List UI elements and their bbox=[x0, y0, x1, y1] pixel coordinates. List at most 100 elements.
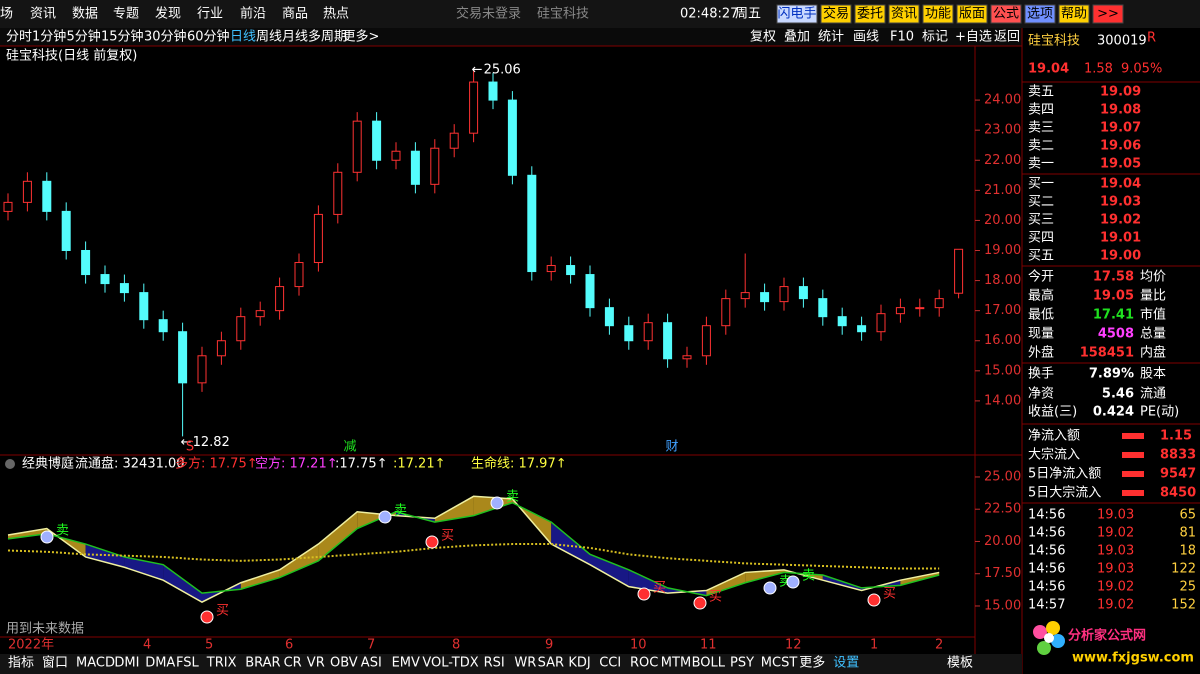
menu-item[interactable]: 场 bbox=[0, 7, 13, 22]
indicator-tab[interactable]: DMA bbox=[145, 656, 175, 671]
indicator-tab[interactable]: 设置 bbox=[833, 656, 859, 671]
indicator-tab[interactable]: EMV bbox=[392, 656, 420, 671]
y-tick-label: 20.00 bbox=[984, 534, 1021, 549]
order-label: 卖四 bbox=[1028, 103, 1054, 118]
toolbar-button-label[interactable]: 功能 bbox=[925, 7, 951, 22]
candle-body bbox=[682, 355, 692, 360]
ribbon-fill bbox=[434, 496, 474, 523]
period-tab[interactable]: 分时 bbox=[6, 30, 32, 45]
chart-tool[interactable]: 画线 bbox=[853, 30, 879, 45]
indicator-tab[interactable]: RSI bbox=[484, 656, 505, 671]
period-tab[interactable]: 更多> bbox=[343, 29, 380, 45]
indicator-tab[interactable]: 窗口 bbox=[42, 655, 68, 671]
chart-tool[interactable]: 统计 bbox=[818, 30, 844, 45]
indicator-tab[interactable]: MTM bbox=[661, 656, 691, 671]
menu-item[interactable]: 资讯 bbox=[30, 7, 56, 22]
indicator-tab[interactable]: ASI bbox=[361, 656, 382, 671]
petal-center bbox=[1044, 633, 1054, 643]
chart-tool[interactable]: 返回 bbox=[994, 30, 1020, 45]
y-tick-label: 23.00 bbox=[984, 123, 1021, 138]
menu-item[interactable]: 商品 bbox=[282, 7, 308, 22]
period-tab[interactable]: 30分钟 bbox=[144, 29, 187, 45]
period-tab[interactable]: 60分钟 bbox=[187, 29, 230, 45]
stat-label: 现量 bbox=[1028, 327, 1054, 342]
indicator-tab[interactable]: ROC bbox=[630, 656, 658, 671]
period-tab[interactable]: 月线 bbox=[282, 30, 308, 45]
indicator-tab[interactable]: VOL-TDX bbox=[422, 656, 478, 671]
toolbar-button[interactable] bbox=[1024, 4, 1056, 24]
toolbar-button[interactable] bbox=[922, 4, 954, 24]
menu-item[interactable]: 热点 bbox=[323, 7, 349, 22]
indicator-tab[interactable]: VR bbox=[307, 656, 325, 671]
collapse-icon[interactable] bbox=[5, 459, 15, 469]
toolbar-button[interactable] bbox=[956, 4, 988, 24]
indicator-tab[interactable]: DMI bbox=[114, 656, 139, 671]
toolbar-button-label[interactable]: 闪电手 bbox=[777, 7, 816, 22]
indicator-tab[interactable]: FSL bbox=[176, 656, 200, 671]
toolbar-button[interactable] bbox=[820, 4, 852, 24]
indicator-tab[interactable]: CCI bbox=[599, 656, 621, 671]
indicator-line bbox=[7, 501, 940, 597]
chart-tool[interactable]: 复权 bbox=[750, 29, 776, 45]
menu-item[interactable]: 行业 bbox=[197, 7, 223, 22]
period-tab[interactable]: 周线 bbox=[256, 30, 282, 45]
toolbar-button-label[interactable]: 委托 bbox=[857, 7, 883, 22]
period-tab[interactable]: 多周期 bbox=[308, 29, 347, 45]
toolbar-button-label[interactable]: 资讯 bbox=[891, 7, 917, 22]
indicator-tab[interactable]: BRAR bbox=[245, 656, 280, 671]
trade-volume: 122 bbox=[1171, 562, 1196, 577]
indicator-tab[interactable]: 更多 bbox=[799, 655, 825, 671]
indicator-tab[interactable]: TRIX bbox=[206, 656, 237, 671]
chart-tool[interactable]: 标记 bbox=[922, 30, 948, 45]
menu-item[interactable]: 专题 bbox=[113, 7, 139, 22]
indicator-tab[interactable]: MACD bbox=[76, 656, 115, 671]
toolbar-button[interactable] bbox=[776, 4, 818, 24]
candle-body bbox=[100, 274, 110, 285]
event-marker[interactable]: 减 bbox=[343, 440, 356, 455]
signal-icon bbox=[637, 587, 651, 601]
chart-tool[interactable]: F10 bbox=[890, 30, 914, 45]
order-label: 买二 bbox=[1028, 195, 1054, 210]
indicator-tab[interactable]: BOLL bbox=[692, 656, 726, 671]
period-tab[interactable]: 15分钟 bbox=[101, 29, 144, 45]
candle-body bbox=[178, 331, 188, 384]
event-marker[interactable]: 财 bbox=[665, 440, 678, 455]
candle-body bbox=[352, 120, 362, 173]
menu-item[interactable]: 前沿 bbox=[240, 6, 266, 22]
signal-label: 卖 bbox=[506, 490, 519, 505]
chart-tool[interactable]: 叠加 bbox=[784, 30, 810, 45]
stock-name: 硅宝科技 bbox=[1028, 34, 1080, 49]
toolbar-button[interactable] bbox=[888, 4, 920, 24]
indicator-tab[interactable]: 指标 bbox=[8, 656, 34, 671]
indicator-tab[interactable]: KDJ bbox=[568, 656, 590, 671]
toolbar-button[interactable] bbox=[990, 4, 1022, 24]
trade-price: 19.02 bbox=[1097, 598, 1134, 613]
order-price: 19.02 bbox=[1100, 213, 1141, 228]
indicator-tab[interactable]: PSY bbox=[730, 656, 754, 671]
indicator-tab[interactable]: CR bbox=[284, 656, 302, 671]
toolbar-button-label[interactable]: 交易 bbox=[823, 6, 849, 22]
order-price: 19.01 bbox=[1100, 231, 1141, 246]
indicator-tab[interactable]: SAR bbox=[538, 656, 564, 671]
order-price: 19.06 bbox=[1100, 139, 1141, 154]
period-tab[interactable]: 日线 bbox=[230, 30, 256, 45]
event-marker[interactable]: S bbox=[186, 440, 194, 455]
toolbar-button-label[interactable]: >> bbox=[1097, 7, 1119, 22]
indicator-tab[interactable]: 模板 bbox=[947, 656, 973, 671]
chart-tool[interactable]: +自选 bbox=[955, 30, 992, 45]
toolbar-button[interactable] bbox=[1092, 4, 1124, 24]
period-tab[interactable]: 1分钟 bbox=[32, 29, 66, 45]
toolbar-button-label[interactable]: 公式 bbox=[993, 7, 1019, 22]
indicator-tab[interactable]: MCST bbox=[761, 656, 798, 671]
toolbar-button-label[interactable]: 选项 bbox=[1027, 7, 1053, 22]
period-tab[interactable]: 5分钟 bbox=[67, 29, 101, 45]
menu-item[interactable]: 发现 bbox=[155, 6, 181, 22]
indicator-tab[interactable]: WR bbox=[514, 656, 536, 671]
indicator-tab[interactable]: OBV bbox=[330, 656, 358, 671]
toolbar-button-label[interactable]: 帮助 bbox=[1061, 7, 1087, 22]
x-label: 7 bbox=[367, 638, 375, 653]
toolbar-button[interactable] bbox=[854, 4, 886, 24]
menu-item[interactable]: 数据 bbox=[72, 7, 98, 22]
toolbar-button-label[interactable]: 版面 bbox=[959, 7, 985, 22]
toolbar-button[interactable] bbox=[1058, 4, 1090, 24]
